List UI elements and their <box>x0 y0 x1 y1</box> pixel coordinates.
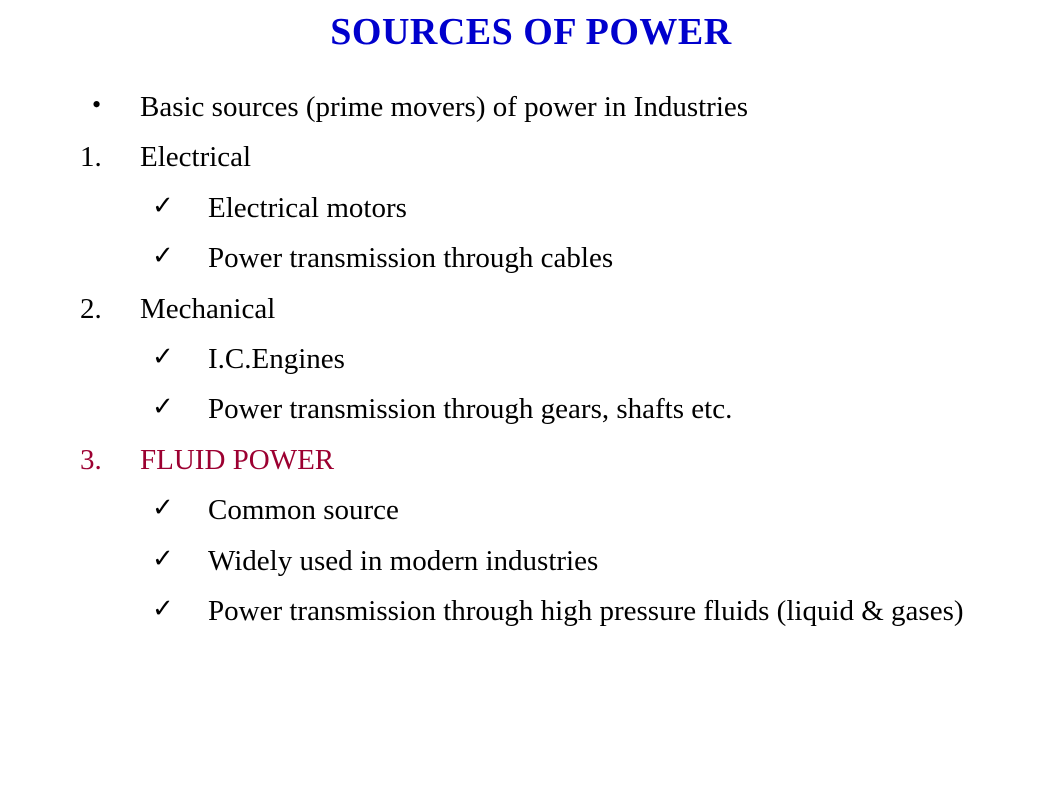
list-item-text: Widely used in modern industries <box>208 538 982 584</box>
section-number: 1. <box>80 134 140 180</box>
slide-title: SOURCES OF POWER <box>80 10 982 54</box>
list-item-text: Power transmission through cables <box>208 235 982 281</box>
list-item: ✓ Electrical motors <box>80 185 982 231</box>
list-item: ✓ Common source <box>80 487 982 533</box>
section-label: Mechanical <box>140 286 982 332</box>
check-icon: ✓ <box>152 487 208 529</box>
slide-content: • Basic sources (prime movers) of power … <box>80 84 982 634</box>
list-item-text: Power transmission through high pressure… <box>208 588 982 634</box>
check-icon: ✓ <box>152 386 208 428</box>
section-heading: 1. Electrical <box>80 134 982 180</box>
section-label: FLUID POWER <box>140 437 982 483</box>
section-heading: 2. Mechanical <box>80 286 982 332</box>
list-item-text: Common source <box>208 487 982 533</box>
check-icon: ✓ <box>152 588 208 630</box>
list-item: ✓ Widely used in modern industries <box>80 538 982 584</box>
check-icon: ✓ <box>152 538 208 580</box>
list-item: ✓ I.C.Engines <box>80 336 982 382</box>
intro-bullet-row: • Basic sources (prime movers) of power … <box>80 84 982 130</box>
list-item: ✓ Power transmission through cables <box>80 235 982 281</box>
check-icon: ✓ <box>152 336 208 378</box>
bullet-icon: • <box>80 84 140 126</box>
section-number: 2. <box>80 286 140 332</box>
section-label: Electrical <box>140 134 982 180</box>
list-item-text: I.C.Engines <box>208 336 982 382</box>
section-number: 3. <box>80 437 140 483</box>
intro-text: Basic sources (prime movers) of power in… <box>140 84 982 130</box>
check-icon: ✓ <box>152 185 208 227</box>
section-heading: 3. FLUID POWER <box>80 437 982 483</box>
list-item-text: Electrical motors <box>208 185 982 231</box>
list-item: ✓ Power transmission through high pressu… <box>80 588 982 634</box>
list-item: ✓ Power transmission through gears, shaf… <box>80 386 982 432</box>
list-item-text: Power transmission through gears, shafts… <box>208 386 982 432</box>
check-icon: ✓ <box>152 235 208 277</box>
